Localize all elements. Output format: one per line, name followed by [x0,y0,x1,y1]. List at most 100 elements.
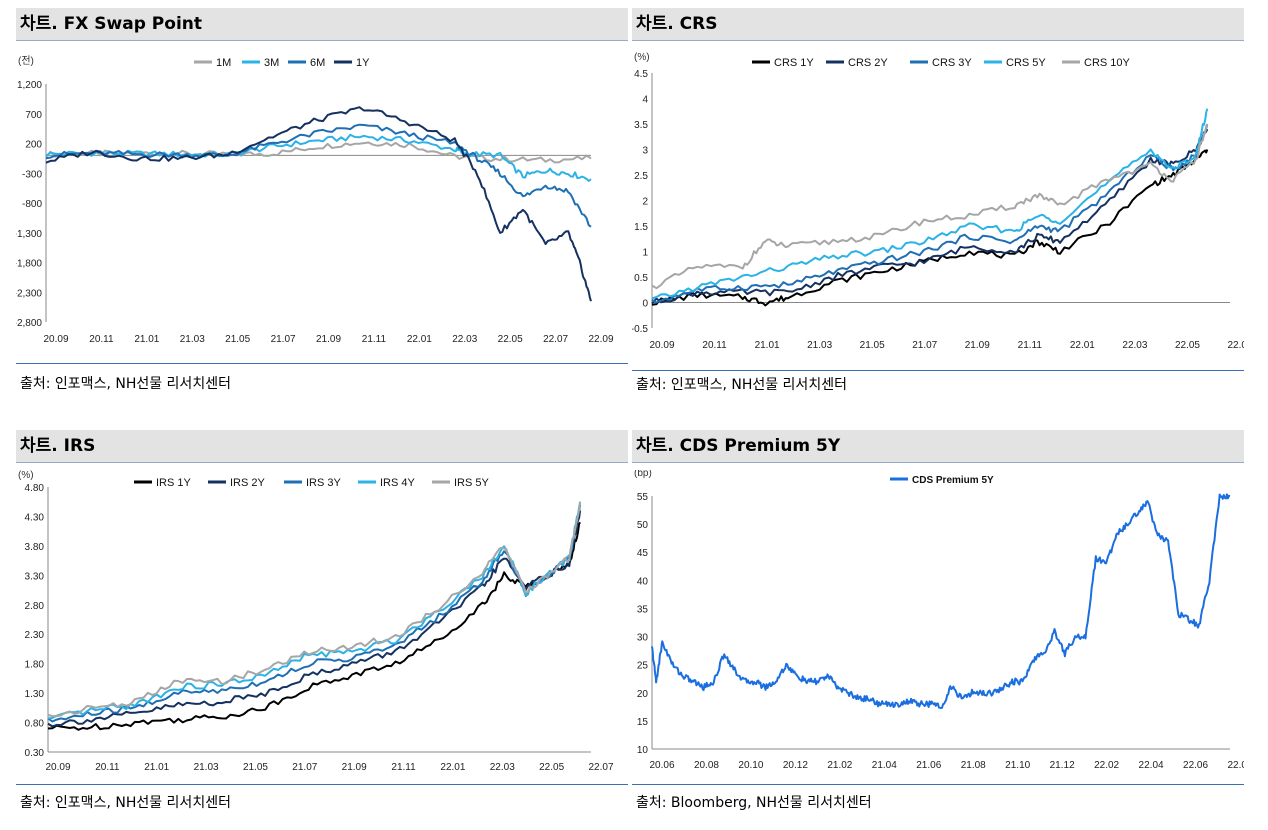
x-tick-label: 21.12 [1050,760,1075,771]
x-tick-label: 22.03 [490,762,515,773]
legend-label-irs-4y: IRS 4Y [380,477,416,489]
source-divider [16,784,628,785]
y-tick-label: 1.5 [634,222,648,233]
x-tick-label: 21.05 [860,340,885,351]
y-tick-label: 30 [637,633,649,644]
title-divider [632,40,1244,41]
y-tick-label: 1.30 [25,689,45,700]
x-tick-label: 22.01 [1070,340,1095,351]
y-tick-label: 0 [642,299,648,310]
series-line-1y [45,106,592,302]
y-tick-label: 35 [637,604,649,615]
x-tick-label: 21.02 [827,760,852,771]
legend-label-1y: 1Y [356,57,370,69]
x-tick-label: 21.08 [961,760,986,771]
x-tick-label: 21.11 [362,334,387,345]
x-tick-label: 22.05 [498,334,523,345]
series-line-irs-4y [47,501,582,720]
series-line-3m [45,133,592,182]
legend-label-irs-1y: IRS 1Y [156,477,192,489]
y-tick-label: -2,300 [16,288,42,299]
x-tick-label: 20.11 [702,340,727,351]
source-divider [632,784,1244,785]
legend-label-irs-5y: IRS 5Y [454,477,490,489]
y-tick-label: 2.30 [25,630,45,641]
series-line-irs-5y [47,501,582,718]
x-tick-label: 21.06 [916,760,941,771]
series-line-irs-3y [47,504,582,723]
x-tick-label: 21.11 [391,762,416,773]
x-tick-label: 22.01 [407,334,432,345]
x-tick-label: 22.07 [588,762,613,773]
x-tick-label: 22.06 [1183,760,1208,771]
irs-chart: (%) 4.80 4.30 3.80 3.30 2.80 2.30 1.80 1.30 0.80 0… [18,470,614,773]
y-tick-label: 1 [642,248,648,259]
x-tick-label: 20.12 [783,760,808,771]
y-tick-label: 1,200 [17,80,42,91]
panel-fx-swap-point: 차트. FX Swap Point (전) 1,200 700 200 -300 -800… [16,8,628,408]
fx-swap-chart: (전) 1,200 700 200 -300 -800 -1,300 -1,800 -2,300… [16,55,614,345]
source-divider [632,370,1244,371]
y-tick-label: 4.80 [25,483,45,494]
y-tick-label: 45 [637,548,649,559]
legend-label-crs-3y: CRS 3Y [932,57,972,69]
y-axis-unit: (bp) [634,470,652,479]
series-line-crs-2y [651,128,1209,305]
panel-cds: 차트. CDS Premium 5Y (bp) 55 50 45 40 35 30 25 20 1… [632,430,1244,830]
x-tick-label: 21.09 [342,762,367,773]
x-tick-label: 20.09 [649,340,674,351]
legend-label-irs-2y: IRS 2Y [230,477,266,489]
y-axis-unit: (%) [634,52,650,63]
y-tick-label: -1,300 [16,229,42,240]
x-tick-label: 21.11 [1018,340,1043,351]
y-tick-label: 700 [25,110,42,121]
x-tick-label: 20.10 [738,760,763,771]
x-tick-label: 21.10 [1005,760,1030,771]
x-tick-label: 22.02 [1094,760,1119,771]
x-tick-label: 21.03 [180,334,205,345]
y-tick-label: -1,800 [16,259,42,270]
x-tick-label: 21.07 [271,334,296,345]
x-tick-label: 22.05 [539,762,564,773]
x-tick-label: 20.09 [45,762,70,773]
source-note: 출처: 인포맥스, NH선물 리서치센터 [636,377,847,393]
x-tick-label: 22.08 [1227,760,1244,771]
legend-label-crs-2y: CRS 2Y [848,57,888,69]
y-tick-label: 10 [637,745,649,756]
chart-title: 차트. CRS [632,8,1244,40]
y-tick-label: 4.30 [25,512,45,523]
series-line-cds-premium-5y [651,493,1231,709]
x-tick-label: 21.07 [292,762,317,773]
x-tick-label: 21.05 [225,334,250,345]
legend-label-1m: 1M [216,57,231,69]
x-tick-label: 20.11 [89,334,114,345]
y-tick-label: 1.80 [25,660,45,671]
x-tick-label: 20.06 [649,760,674,771]
source-note: 출처: 인포맥스, NH선물 리서치센터 [20,795,231,811]
x-tick-label: 21.01 [755,340,780,351]
series-line-irs-2y [47,510,582,728]
title-divider [16,462,628,463]
x-tick-label: 21.01 [144,762,169,773]
panel-irs: 차트. IRS (%) 4.80 4.30 3.80 3.30 2.80 2.30 1.80 1… [16,430,628,830]
y-tick-label: 2.5 [634,171,648,182]
source-note: 출처: Bloomberg, NH선물 리서치센터 [636,795,872,811]
legend-label-crs-5y: CRS 5Y [1006,57,1046,69]
y-tick-label: 3.5 [634,120,648,131]
title-divider [16,40,628,41]
x-tick-label: 22.03 [1122,340,1147,351]
y-tick-label: -300 [22,169,42,180]
y-tick-label: 3 [642,146,648,157]
x-tick-label: 21.05 [243,762,268,773]
x-tick-label: 21.07 [912,340,937,351]
panel-crs: 차트. CRS (%) 4.5 4 3.5 3 2.5 2 1.5 1 0.5 0 -0.5 20.09… [632,8,1244,408]
legend-label-crs-10y: CRS 10Y [1084,57,1131,69]
y-tick-label: 3.80 [25,542,45,553]
legend-label-cds-premium-5y: CDS Premium 5Y [912,475,994,486]
y-tick-label: 40 [637,576,649,587]
crs-chart: (%) 4.5 4 3.5 3 2.5 2 1.5 1 0.5 0 -0.520.09 20.11 21.… [632,52,1244,351]
legend-label-crs-1y: CRS 1Y [774,57,814,69]
series-line-crs-1y [651,149,1209,307]
y-tick-label: -800 [22,199,42,210]
